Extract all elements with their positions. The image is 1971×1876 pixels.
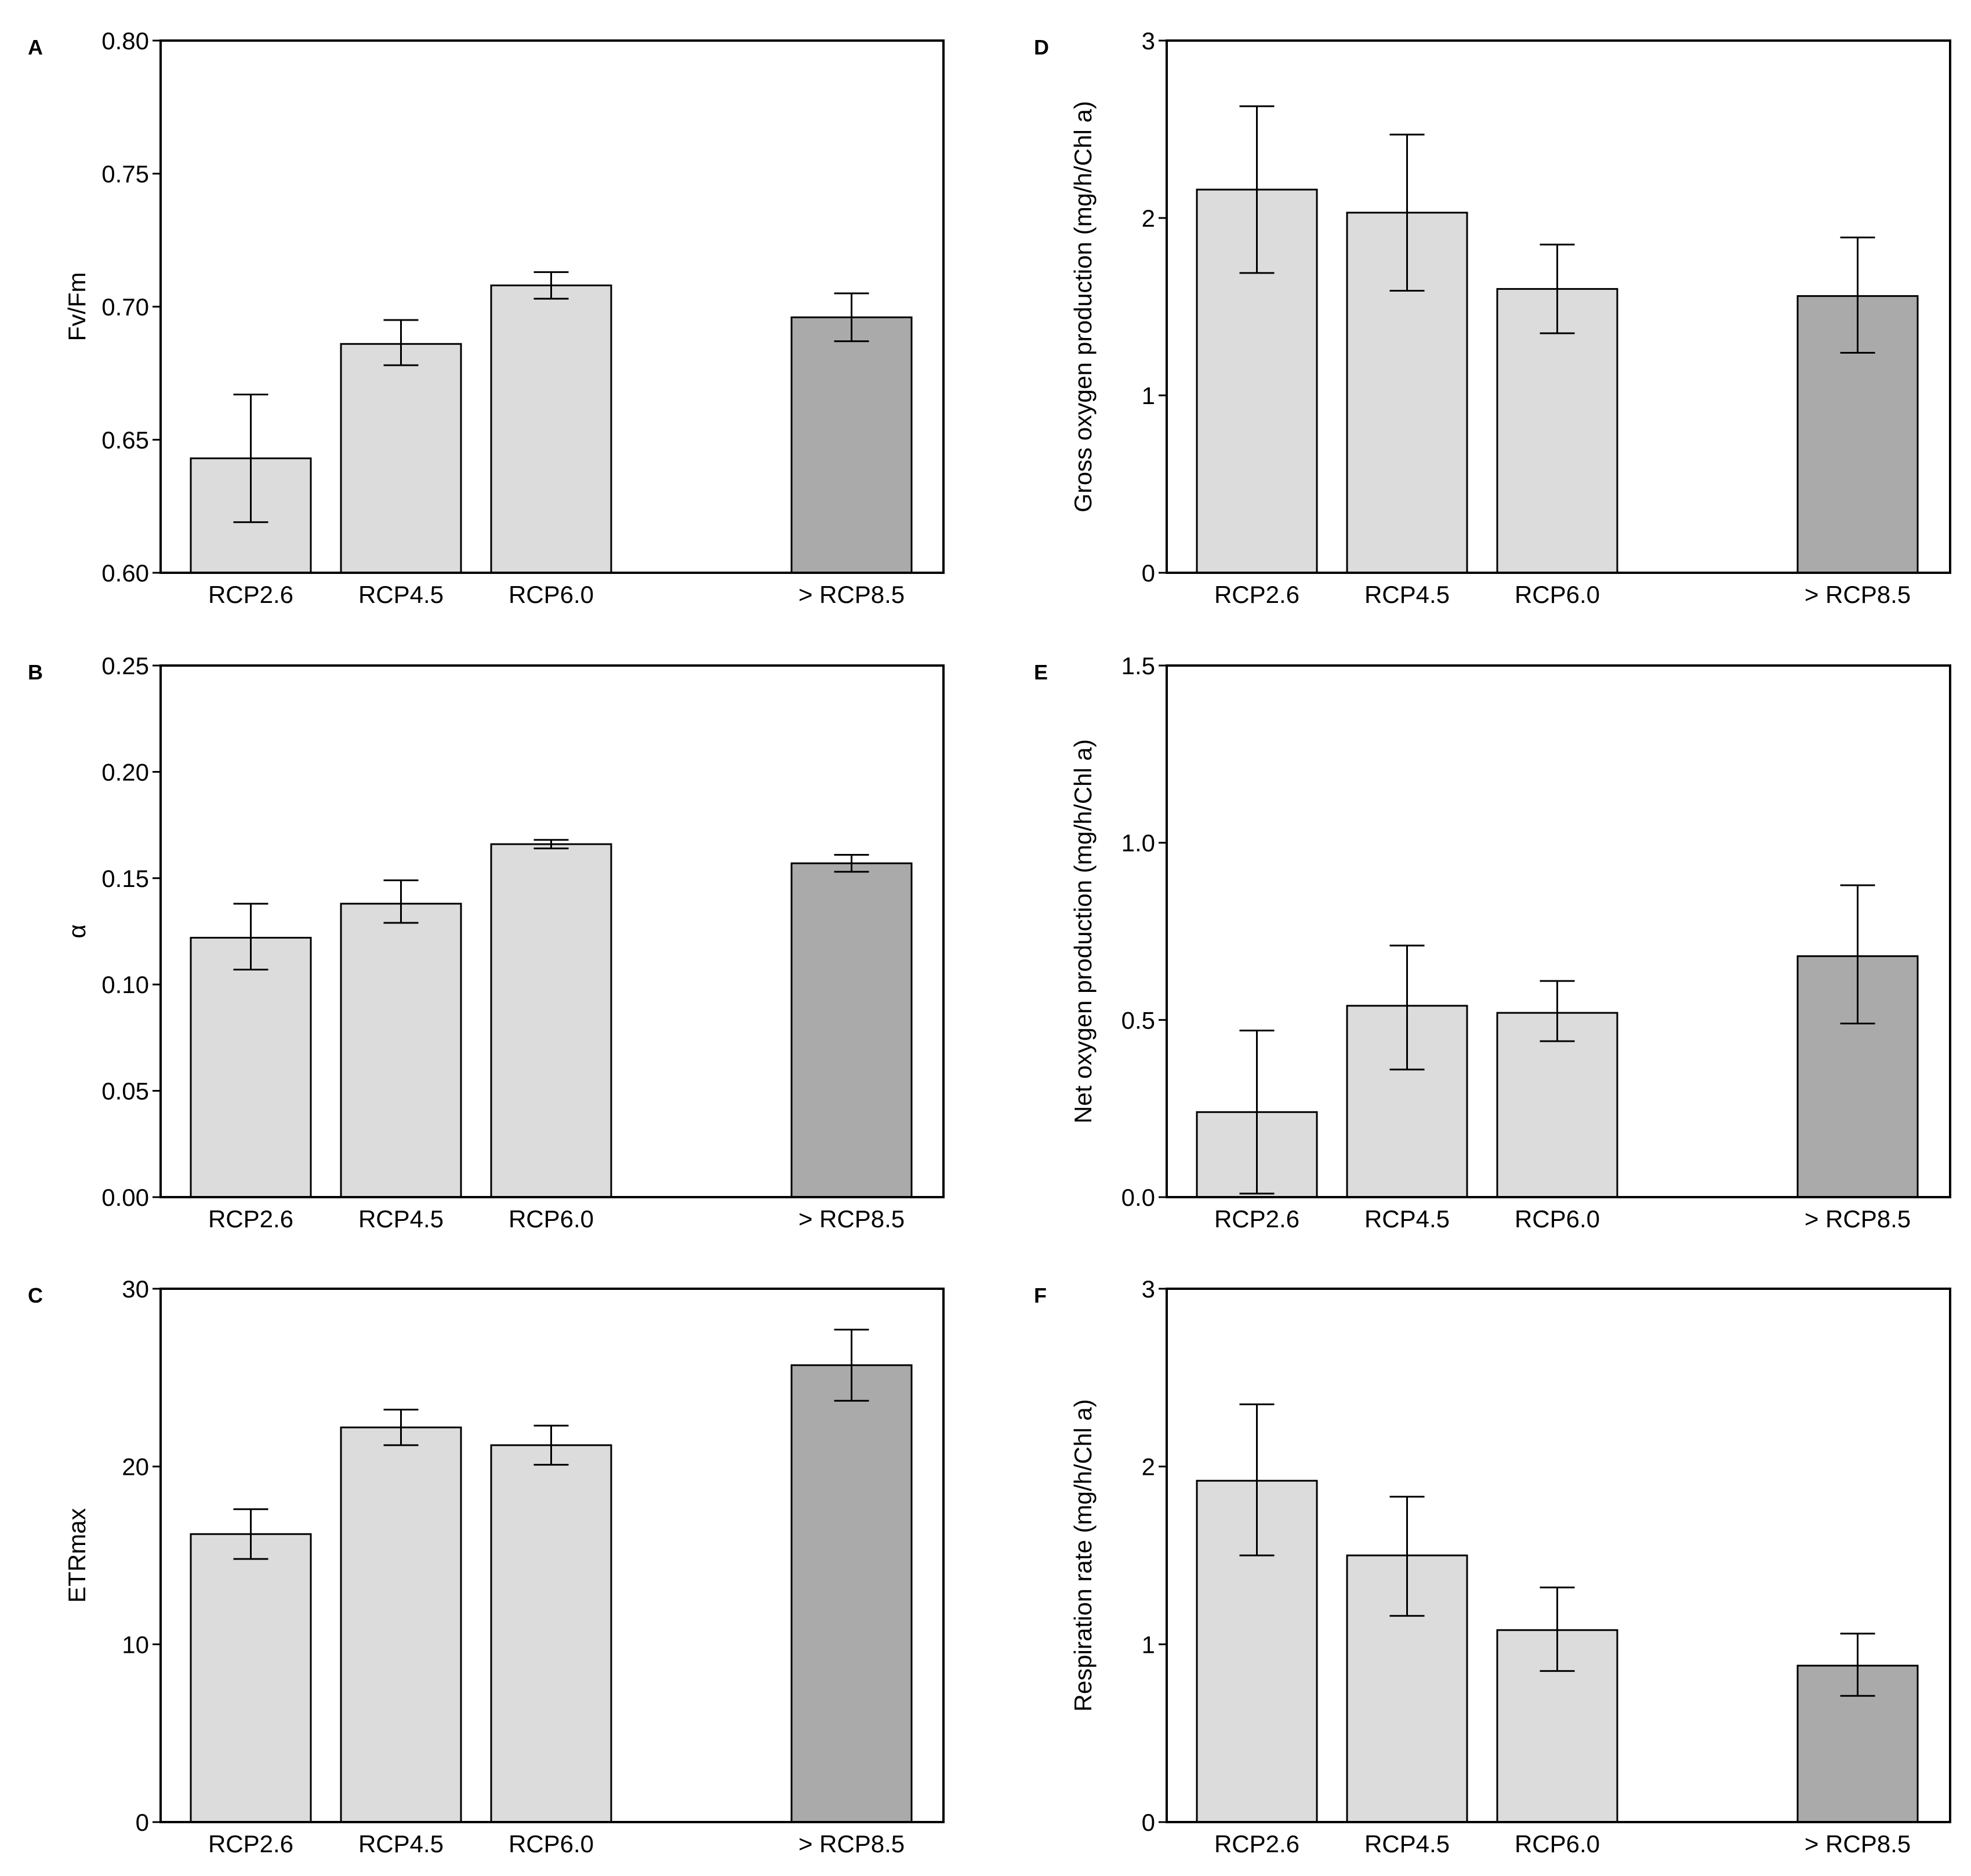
bar-b-1 [340, 903, 462, 1198]
y-tick-label-a-3: 0.75 [101, 161, 149, 188]
bar-c-1 [340, 1426, 462, 1823]
y-axis-title-f: Respiration rate (mg/h/Chl a) [1069, 1399, 1097, 1711]
panel-letter-d: D [1034, 35, 1049, 59]
bar-a-2 [490, 284, 612, 574]
y-tick-label-c-1: 10 [122, 1631, 149, 1658]
panel-letter-b: B [28, 660, 43, 684]
category-label-f-3: > RCP8.5 [1805, 1830, 1911, 1857]
y-tick-label-c-0: 0 [136, 1809, 149, 1836]
y-tick-label-e-0: 0.0 [1121, 1184, 1155, 1211]
category-label-d-3: > RCP8.5 [1805, 581, 1911, 608]
category-label-a-1: RCP4.5 [358, 581, 444, 608]
y-axis-title-b: α [63, 924, 90, 938]
y-tick-label-b-3: 0.15 [101, 865, 149, 892]
panel-b: RCP2.6 RCP4.5 RCP6.0 > RCP8.5 0.00 0.05 0.10 0.… [28, 652, 945, 1233]
panel-letter-c: C [28, 1284, 43, 1307]
panels-group: RCP2.6 RCP4.5 RCP6.0 > RCP8.5 0.60 0.65 0.70 0.… [28, 27, 1951, 1857]
plot-frame-d [1166, 39, 1951, 574]
panel-a: RCP2.6 RCP4.5 RCP6.0 > RCP8.5 0.60 0.65 0.70 0.… [28, 27, 945, 608]
category-label-e-0: RCP2.6 [1214, 1205, 1300, 1233]
category-label-d-0: RCP2.6 [1214, 581, 1300, 608]
plot-frame-e [1166, 664, 1951, 1198]
y-tick-label-b-0: 0.00 [101, 1184, 149, 1211]
bar-a-3 [790, 316, 913, 574]
category-label-d-2: RCP6.0 [1515, 581, 1600, 608]
bar-b-0 [190, 937, 312, 1198]
category-label-e-2: RCP6.0 [1515, 1205, 1600, 1233]
category-label-b-0: RCP2.6 [208, 1205, 293, 1233]
y-tick-label-b-2: 0.10 [101, 971, 149, 998]
y-axis-title-a: Fv/Fm [63, 272, 90, 341]
y-tick-label-c-2: 20 [122, 1453, 149, 1481]
bar-c-2 [490, 1444, 612, 1823]
plot-frame-c [159, 1288, 945, 1823]
bar-c-0 [190, 1533, 312, 1823]
category-label-c-1: RCP4.5 [358, 1830, 444, 1857]
plot-frame-f [1166, 1288, 1951, 1823]
plot-frame-b [159, 664, 945, 1198]
y-axis-title-c: ETRmax [63, 1508, 90, 1602]
category-label-b-1: RCP4.5 [358, 1205, 444, 1233]
y-tick-label-c-3: 30 [122, 1275, 149, 1303]
category-label-a-3: > RCP8.5 [798, 581, 905, 608]
category-label-c-2: RCP6.0 [509, 1830, 594, 1857]
bar-e-2 [1496, 1012, 1618, 1198]
y-tick-label-d-1: 1 [1142, 382, 1155, 409]
y-tick-label-d-2: 2 [1142, 205, 1155, 232]
category-label-a-2: RCP6.0 [509, 581, 594, 608]
category-label-f-2: RCP6.0 [1515, 1830, 1600, 1857]
y-tick-label-a-4: 0.80 [101, 27, 149, 54]
category-label-f-1: RCP4.5 [1364, 1830, 1450, 1857]
panel-letter-a: A [28, 35, 43, 59]
bar-b-3 [790, 862, 913, 1198]
panel-letter-f: F [1034, 1284, 1047, 1307]
y-tick-label-e-3: 1.5 [1121, 652, 1155, 679]
category-label-c-0: RCP2.6 [208, 1830, 293, 1857]
panel-d: RCP2.6 RCP4.5 RCP6.0 > RCP8.5 0 1 2 3 Gross oxyg… [1034, 27, 1951, 608]
y-tick-label-e-1: 0.5 [1121, 1006, 1155, 1034]
y-tick-label-e-2: 1.0 [1121, 830, 1155, 857]
bar-c-3 [790, 1364, 913, 1823]
category-label-d-1: RCP4.5 [1364, 581, 1450, 608]
y-tick-label-a-2: 0.70 [101, 293, 149, 321]
bar-a-1 [340, 343, 462, 574]
category-label-b-2: RCP6.0 [509, 1205, 594, 1233]
y-tick-label-f-1: 1 [1142, 1631, 1155, 1658]
category-label-f-0: RCP2.6 [1214, 1830, 1300, 1857]
y-tick-label-f-0: 0 [1142, 1809, 1155, 1836]
category-label-c-3: > RCP8.5 [798, 1830, 905, 1857]
category-label-b-3: > RCP8.5 [798, 1205, 905, 1233]
category-label-a-0: RCP2.6 [208, 581, 293, 608]
y-axis-title-e: Net oxygen production (mg/h/Chl a) [1069, 739, 1097, 1124]
category-label-e-3: > RCP8.5 [1805, 1205, 1911, 1233]
y-tick-label-b-4: 0.20 [101, 758, 149, 786]
panel-e: RCP2.6 RCP4.5 RCP6.0 > RCP8.5 0.0 0.5 1.0 1.5 Ne… [1034, 652, 1951, 1233]
panel-letter-e: E [1034, 660, 1048, 684]
y-tick-label-b-1: 0.05 [101, 1078, 149, 1105]
y-tick-label-f-3: 3 [1142, 1275, 1155, 1303]
bar-b-2 [490, 843, 612, 1198]
panel-f: RCP2.6 RCP4.5 RCP6.0 > RCP8.5 0 1 2 3 Respiratio… [1034, 1275, 1951, 1857]
y-tick-label-d-0: 0 [1142, 559, 1155, 587]
category-label-e-1: RCP4.5 [1364, 1205, 1450, 1233]
y-tick-label-a-0: 0.60 [101, 559, 149, 587]
panel-c: RCP2.6 RCP4.5 RCP6.0 > RCP8.5 0 10 20 30 ETRmax C [28, 1275, 945, 1857]
bar-d-2 [1496, 288, 1618, 574]
y-tick-label-b-5: 0.25 [101, 652, 149, 679]
y-tick-label-d-3: 3 [1142, 27, 1155, 54]
y-axis-title-d: Gross oxygen production (mg/h/Chl a) [1069, 101, 1097, 512]
y-tick-label-f-2: 2 [1142, 1453, 1155, 1481]
y-tick-label-a-1: 0.65 [101, 427, 149, 454]
